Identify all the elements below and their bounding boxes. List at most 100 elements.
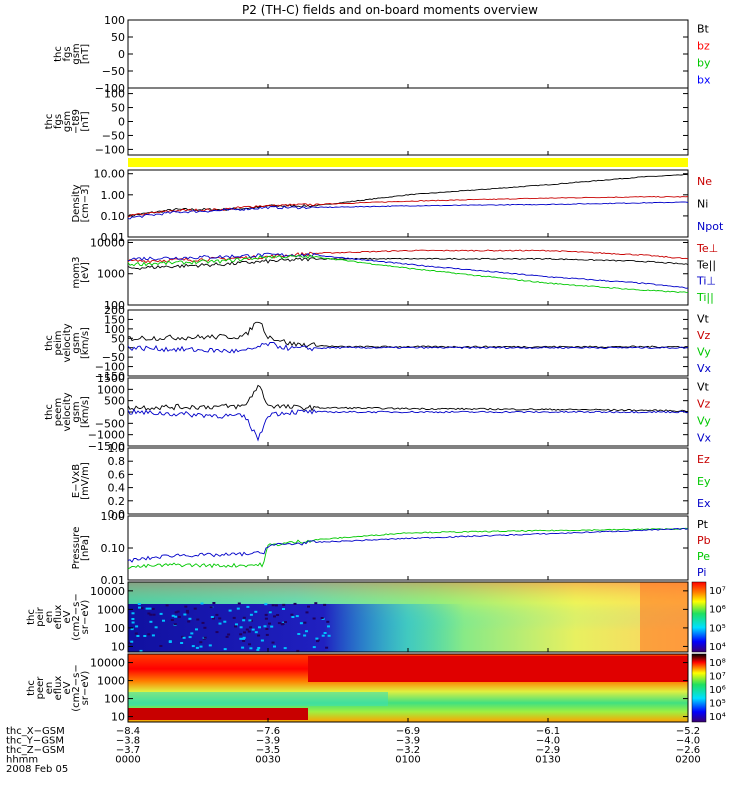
xaxis-row-label: thc_X−GSM bbox=[6, 726, 65, 737]
panel-peir-eflux-image-speckle bbox=[323, 632, 327, 634]
xaxis-value: −3.9 bbox=[396, 736, 420, 747]
xaxis-value: −3.2 bbox=[396, 745, 420, 756]
panel-peir-eflux-colorbar-tick: 10⁴ bbox=[709, 642, 726, 653]
panel-pressure-series-Pi bbox=[127, 527, 689, 563]
panel-temperature-ytick-label: 100 bbox=[104, 299, 125, 312]
panel-pressure-ytick-label: 0.10 bbox=[101, 542, 126, 555]
xaxis-value: −3.9 bbox=[256, 736, 280, 747]
panel-peir-eflux-ylabel: sr−eV) bbox=[80, 600, 91, 635]
panel-peir-eflux-image-speckle bbox=[218, 617, 222, 620]
panel-peir-eflux-image-speckle bbox=[305, 611, 309, 614]
panel-peir-eflux-image-speckle bbox=[282, 603, 286, 606]
panel-peir-eflux-image-speckle bbox=[257, 634, 261, 637]
panel-peim-velocity-legend-3: Vx bbox=[697, 362, 712, 375]
panel-peem-velocity-legend-0: Vt bbox=[697, 381, 710, 394]
panel-peir-eflux-image-speckle bbox=[210, 616, 214, 618]
panel-peir-eflux-image-speckle bbox=[241, 646, 245, 649]
panel-fgs-gsm-legend-2: by bbox=[697, 57, 711, 70]
panel-pressure-legend-3: Pi bbox=[697, 566, 706, 579]
panel-peim-velocity-series-Vt bbox=[127, 321, 689, 349]
panel-peir-eflux-image-speckle bbox=[148, 607, 152, 610]
panel-pressure-ytick-label: 1.00 bbox=[101, 510, 126, 523]
panel-peir-eflux-image-speckle bbox=[321, 634, 325, 637]
panel-peem-velocity-ytick-label: −1000 bbox=[88, 429, 125, 442]
panel-peer-eflux-colorbar-tick: 10⁴ bbox=[709, 712, 726, 723]
panel-peir-eflux-image-speckle bbox=[325, 646, 329, 649]
panel-fgs-gsm-ytick-label: −50 bbox=[102, 65, 125, 78]
panel-fgs-gsm-legend-3: bx bbox=[697, 74, 711, 87]
panel-peer-eflux-image-high-band bbox=[308, 656, 688, 682]
panel-peir-eflux-image-speckle bbox=[228, 609, 232, 612]
panel-peir-eflux-image-speckle bbox=[264, 603, 268, 606]
panel-peir-eflux-image-speckle bbox=[251, 628, 255, 631]
panel-density-ytick-label: 0.10 bbox=[101, 210, 126, 223]
panel-peir-eflux-image-speckle bbox=[149, 613, 153, 616]
panel-peir-eflux-image-speckle bbox=[323, 603, 327, 606]
panel-peer-eflux-colorbar-tick: 10⁵ bbox=[709, 699, 726, 710]
panel-peer-eflux-ytick-label: 100 bbox=[104, 693, 125, 706]
panel-peir-eflux-image-speckle bbox=[232, 616, 236, 619]
panel-e-vxb-legend-1: Ey bbox=[697, 475, 711, 488]
panel-peir-eflux-image-speckle bbox=[130, 628, 134, 631]
xaxis-value: −3.8 bbox=[116, 736, 140, 747]
xaxis-value: −7.6 bbox=[256, 726, 280, 737]
panel-peim-velocity-ytick-label: 50 bbox=[111, 332, 125, 345]
panel-peir-eflux-image-speckle bbox=[245, 628, 249, 631]
panel-peir-eflux-image-speckle bbox=[268, 622, 271, 625]
panel-peim-velocity-legend-2: Vy bbox=[697, 345, 711, 358]
panel-peir-eflux-ylabel: (cm2−s− bbox=[71, 593, 82, 640]
panel-density-legend-2: Npot bbox=[697, 220, 724, 233]
panel-peir-eflux-image-speckle bbox=[320, 617, 324, 619]
xaxis-value: 0000 bbox=[115, 755, 140, 766]
panel-peir-eflux-image-speckle bbox=[239, 633, 243, 636]
panel-peir-eflux-image-speckle bbox=[145, 607, 149, 610]
panel-peir-eflux-image-speckle bbox=[149, 620, 153, 623]
panel-e-vxb-ytick-label: 0.4 bbox=[108, 482, 126, 495]
panel-peir-eflux-image-speckle bbox=[147, 633, 151, 636]
xaxis-value: −8.4 bbox=[116, 726, 140, 737]
panel-peir-eflux-image-speckle bbox=[201, 621, 205, 624]
panel-peir-eflux-image-speckle bbox=[243, 631, 246, 634]
panel-peir-eflux-image-speckle bbox=[276, 614, 280, 616]
panel-peir-eflux-image-speckle bbox=[237, 602, 241, 605]
panel-peir-eflux-ytick-label: 10000 bbox=[90, 585, 125, 598]
panel-peer-eflux-colorbar-tick: 10⁶ bbox=[709, 685, 726, 696]
panel-peir-eflux-image-speckle bbox=[195, 628, 198, 631]
panel-peir-eflux-image-speckle bbox=[249, 613, 253, 616]
panel-peir-eflux-image-speckle bbox=[236, 607, 240, 610]
panel-peer-eflux-colorbar-tick: 10⁷ bbox=[709, 672, 726, 683]
panel-e-vxb-ylabel: [mV/m] bbox=[80, 462, 91, 500]
panel-temperature-ylabel: [eV] bbox=[80, 262, 91, 283]
panel-peir-eflux-image-speckle bbox=[327, 625, 330, 628]
panel-peir-eflux-image-speckle bbox=[299, 622, 303, 625]
panel-temperature-series-Ti|| bbox=[127, 254, 689, 293]
panel-peir-eflux-image-speckle bbox=[284, 621, 287, 624]
panel-peim-velocity-legend-1: Vz bbox=[697, 329, 711, 342]
panel-peir-eflux-image-speckle bbox=[270, 625, 274, 628]
panel-e-vxb-ytick-label: 0.0 bbox=[108, 508, 126, 521]
panel-peir-eflux-image-speckle bbox=[180, 642, 184, 644]
xaxis-value: 0100 bbox=[395, 755, 420, 766]
panel-fgs-gsm-t89-frame bbox=[127, 87, 689, 156]
panel-peir-eflux-image-speckle bbox=[305, 630, 308, 633]
panel-peir-eflux-image-speckle bbox=[203, 636, 207, 639]
panel-fgs-gsm-t89-ytick-label: 100 bbox=[104, 88, 125, 101]
panel-peir-eflux-colorbar-tick: 10⁵ bbox=[709, 623, 726, 634]
panel-peir-eflux-image-speckle bbox=[152, 613, 156, 616]
panel-peim-velocity-ytick-label: 150 bbox=[104, 313, 125, 326]
panel-fgs-gsm-t89-ytick-label: −50 bbox=[102, 129, 125, 142]
panel-peim-velocity-ylabel: velocity bbox=[62, 323, 73, 362]
panel-peir-eflux-image-speckle bbox=[277, 622, 281, 625]
panel-fgs-gsm-ytick-label: 100 bbox=[104, 14, 125, 27]
panel-peir-eflux-image-speckle bbox=[265, 633, 269, 636]
panel-peir-eflux-image-speckle bbox=[223, 648, 227, 651]
panel-peer-eflux-ytick-label: 1000 bbox=[97, 675, 125, 688]
panel-peir-eflux-image-speckle bbox=[281, 622, 285, 625]
panel-peir-eflux-ytick-label: 100 bbox=[104, 622, 125, 635]
panel-temperature-ytick-label: 10000 bbox=[90, 236, 125, 249]
panel-peem-velocity-ylabel: gsm bbox=[71, 401, 82, 422]
panel-peir-eflux-image-speckle bbox=[271, 641, 275, 644]
panel-peem-velocity-legend-1: Vz bbox=[697, 398, 711, 411]
panel-peir-eflux-image-speckle bbox=[212, 617, 215, 620]
panel-peem-velocity-ylabel: [km/s] bbox=[80, 396, 91, 428]
